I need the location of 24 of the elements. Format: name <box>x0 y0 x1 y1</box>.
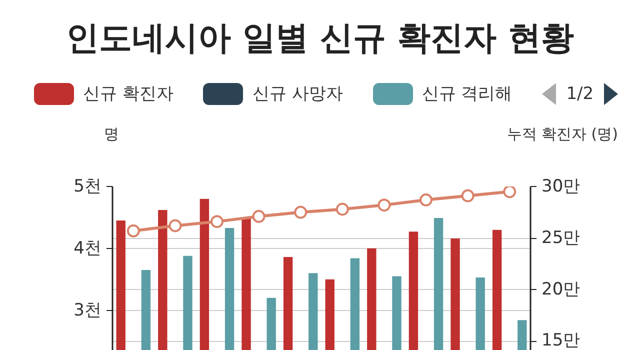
y-tick-label: 3천 <box>74 300 102 320</box>
point <box>336 202 349 216</box>
point <box>503 186 516 198</box>
legend-label: 신규 확진자 <box>83 83 174 106</box>
chart-title: 인도네시아 일별 신규 확진자 현황 <box>65 17 575 59</box>
y2-tick-label: 20만 <box>542 280 580 300</box>
text: 1/2 <box>566 83 594 106</box>
point <box>420 193 432 206</box>
y-axis-title: 명 <box>104 124 119 145</box>
point <box>294 206 308 219</box>
point <box>461 189 474 202</box>
y2-tick-label: 15만 <box>542 330 580 350</box>
point <box>210 215 224 228</box>
point <box>378 198 391 212</box>
legend-label: 신규 격리해 <box>422 83 512 106</box>
y2-tick-label: 25만 <box>542 228 580 248</box>
point <box>126 224 140 238</box>
point <box>252 210 266 223</box>
y2-tick-label: 30만 <box>542 176 580 196</box>
point <box>168 219 182 232</box>
y-tick-label: 4천 <box>74 238 102 258</box>
y2-axis-title: 누적 확진자 (명) <box>506 124 618 145</box>
y-tick-label: 5천 <box>74 176 102 196</box>
legend-label: 신규 사망자 <box>252 83 343 106</box>
